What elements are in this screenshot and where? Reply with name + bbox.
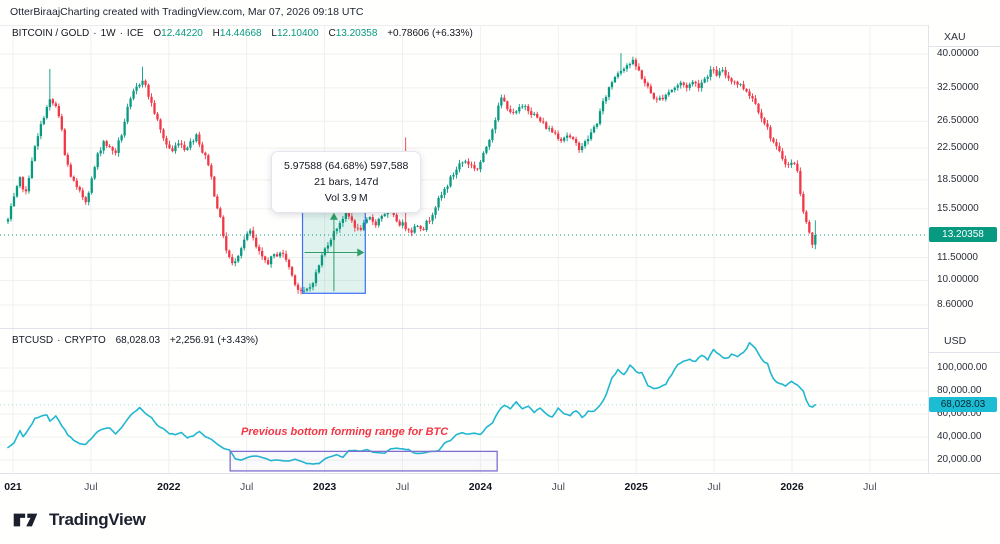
xau-scale-tick: 10.00000 bbox=[937, 274, 979, 286]
usd-scale-tick: 80,000.00 bbox=[937, 385, 982, 396]
measure-tooltip-price-line: 5.97588 (64.68%) 597,588 bbox=[284, 160, 409, 172]
pane-separator[interactable] bbox=[0, 328, 1000, 329]
usd-scale-tick: 20,000.00 bbox=[937, 454, 982, 465]
widget-top-border bbox=[0, 25, 1000, 26]
legend-separator: · bbox=[119, 28, 123, 39]
xau-scale-tick: 18.50000 bbox=[937, 173, 979, 185]
time-axis-label: Jul bbox=[551, 481, 566, 493]
change-value: +2,256.91 (+3.43%) bbox=[169, 335, 259, 346]
interval-label: 1W bbox=[100, 28, 116, 39]
time-axis-label: Jul bbox=[395, 481, 410, 493]
time-axis-label: 2023 bbox=[312, 481, 337, 493]
price-scale-panel[interactable]: XAU USD 13.20358 68,028.03 40.00000 32.50… bbox=[928, 25, 1000, 473]
btc-legend[interactable]: BTCUSD · CRYPTO 68,028.03 +2,256.91 (+3.43… bbox=[12, 335, 258, 346]
open-value: 12.44220 bbox=[161, 28, 203, 39]
usd-scale-tick: 60,000.00 bbox=[937, 408, 982, 419]
xau-scale-tick: 32.50000 bbox=[937, 81, 979, 93]
measure-tooltip-bars-line: 21 bars, 147d bbox=[314, 176, 379, 188]
exchange-label: ICE bbox=[126, 28, 144, 39]
tradingview-logo-icon bbox=[13, 513, 38, 527]
ratio-legend[interactable]: BITCOIN / GOLD · 1W · ICE O12.44220 H14.4466… bbox=[12, 28, 473, 39]
scale-unit-underline bbox=[928, 352, 1000, 353]
xau-scale-tick: 15.50000 bbox=[937, 202, 979, 214]
scale-border bbox=[928, 25, 929, 473]
low-value: 12.10400 bbox=[276, 28, 319, 39]
time-axis-label: Jul bbox=[84, 481, 98, 493]
time-axis-label: Jul bbox=[863, 481, 877, 493]
symbol-name: BITCOIN / GOLD bbox=[12, 28, 90, 39]
attribution-text: OtterBiraajCharting created with Trading… bbox=[10, 6, 364, 18]
tradingview-logo-text: TradingView bbox=[49, 510, 146, 529]
measure-tooltip: 5.97588 (64.68%) 597,588 21 bars, 147d V… bbox=[271, 151, 422, 213]
xau-scale-tick: 22.50000 bbox=[937, 141, 979, 153]
grid-bottom-pane bbox=[0, 328, 928, 473]
time-axis-label: 2025 bbox=[624, 481, 648, 493]
measure-tooltip-volume-line: Vol 3.9 M bbox=[324, 192, 368, 204]
last-value: 68,028.03 bbox=[115, 335, 161, 346]
grid-top-pane bbox=[0, 25, 928, 328]
time-axis-label: 2026 bbox=[780, 481, 804, 493]
time-axis[interactable]: 021 Jul 2022 Jul 2023 Jul 2024 Jul 2025 Jul 2026 Ju… bbox=[0, 473, 1000, 500]
last-price-badge-btc: 68,028.03 bbox=[929, 397, 997, 412]
change-value: +0.78606 (+6.33%) bbox=[387, 28, 473, 39]
close-value: 13.20358 bbox=[335, 28, 378, 39]
legend-separator: · bbox=[93, 28, 97, 39]
exchange-label: CRYPTO bbox=[64, 335, 106, 346]
candles bbox=[6, 53, 817, 295]
legend-separator: · bbox=[57, 335, 61, 346]
symbol-name: BTCUSD bbox=[12, 335, 54, 346]
btc-price-pane[interactable] bbox=[0, 328, 928, 473]
tradingview-logo[interactable]: TradingView bbox=[13, 510, 146, 530]
scale-unit-xau: XAU bbox=[944, 31, 966, 43]
time-axis-label: Jul bbox=[707, 481, 721, 493]
xau-scale-tick: 26.50000 bbox=[937, 115, 979, 127]
high-value: 14.44668 bbox=[219, 28, 262, 39]
low-label: L bbox=[271, 28, 277, 39]
scale-unit-usd: USD bbox=[944, 335, 967, 347]
time-axis-label: 2024 bbox=[468, 481, 493, 493]
open-label: O bbox=[153, 28, 162, 39]
last-price-badge-ratio: 13.20358 bbox=[929, 227, 997, 242]
usd-scale-tick: 40,000.00 bbox=[937, 431, 982, 442]
high-label: H bbox=[212, 28, 220, 39]
close-label: C bbox=[328, 28, 336, 39]
ratio-price-pane[interactable] bbox=[0, 25, 928, 328]
time-axis-label: Jul bbox=[239, 481, 254, 493]
xau-scale-tick: 40.00000 bbox=[937, 48, 979, 59]
xau-scale-tick: 8.60000 bbox=[937, 299, 974, 310]
usd-scale-tick: 100,000.00 bbox=[937, 362, 988, 373]
time-axis-label: 021 bbox=[4, 481, 22, 493]
xau-scale-tick: 11.50000 bbox=[937, 251, 978, 263]
bottom-range-box[interactable] bbox=[229, 450, 498, 472]
scale-unit-underline bbox=[928, 46, 1000, 47]
btc-price-line bbox=[7, 341, 817, 465]
time-axis-label: 2022 bbox=[157, 481, 181, 493]
annotation-text[interactable]: Previous bottom forming range for BTC bbox=[241, 426, 449, 438]
